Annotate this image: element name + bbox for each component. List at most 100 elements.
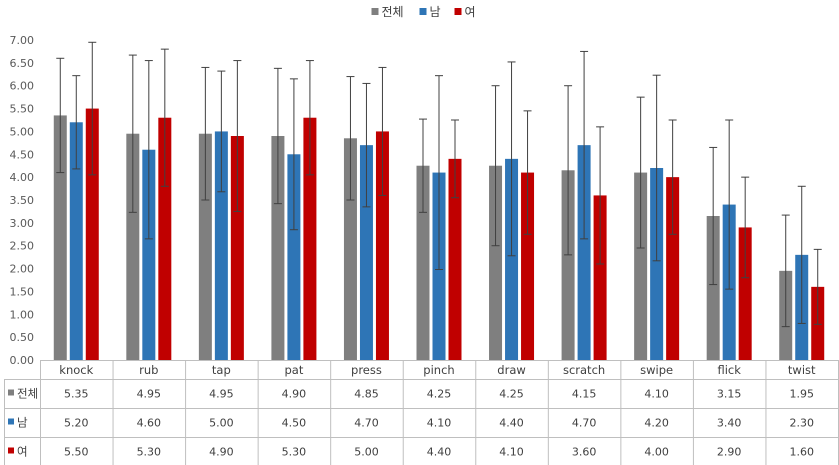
table-swatch-1 [8,418,14,425]
y-tick-label: 4.00 [10,171,35,184]
table-row-label-1: 남 [17,416,28,430]
y-tick-label: 1.00 [10,308,35,321]
table-cell-press-1: 4.70 [354,417,379,430]
table-cell-draw-1: 4.40 [499,417,524,430]
table-cell-scratch-1: 4.70 [572,417,597,430]
bar-scratch-1 [577,145,591,360]
table-cell-swipe-1: 4.20 [644,417,669,430]
category-label-draw: draw [497,363,525,377]
table-cell-draw-0: 4.25 [499,388,524,401]
bar-scratch-2 [593,195,607,360]
bar-flick-2 [738,227,752,360]
table-cell-swipe-0: 4.10 [644,388,669,401]
table-cell-draw-2: 4.10 [499,446,524,459]
table-cell-pat-0: 4.90 [282,388,307,401]
y-tick-label: 0.00 [10,354,35,367]
category-label-knock: knock [59,363,93,377]
category-label-press: press [351,363,382,377]
y-tick-label: 3.00 [10,217,35,230]
category-label-scratch: scratch [563,363,605,377]
bar-tap-2 [230,136,244,360]
legend-swatch-2 [454,8,462,15]
bar-pinch-2 [448,158,462,360]
table-cell-flick-0: 3.15 [717,388,742,401]
table-row-label-0: 전체 [17,387,38,401]
y-tick-label: 5.00 [10,125,35,138]
table-cell-tap-0: 4.95 [209,388,234,401]
table-cell-rub-1: 4.60 [137,417,162,430]
bar-tap-0 [198,133,212,360]
y-tick-label: 5.50 [10,103,35,116]
bar-draw-0 [489,165,503,360]
bar-knock-1 [69,122,83,361]
bar-pat-2 [303,117,317,360]
category-label-swipe: swipe [640,363,673,377]
table-cell-pinch-1: 4.10 [427,417,452,430]
y-tick-label: 2.50 [10,240,35,253]
legend-swatch-0 [371,8,379,15]
table-cell-rub-2: 5.30 [137,446,162,459]
table-cell-pinch-2: 4.40 [427,446,452,459]
category-label-rub: rub [139,363,158,377]
bar-rub-1 [142,149,156,360]
legend-label-2: 여 [465,5,476,19]
table-cell-knock-1: 5.20 [64,417,89,430]
y-tick-label: 7.00 [10,34,35,47]
bar-pinch-0 [416,165,430,360]
bar-swipe-0 [634,172,648,360]
bar-pat-0 [271,136,285,360]
bar-tap-1 [214,131,228,360]
y-tick-label: 1.50 [10,285,35,298]
y-tick-label: 6.00 [10,80,35,93]
table-cell-knock-2: 5.50 [64,446,89,459]
table-swatch-2 [8,447,14,454]
bar-scratch-0 [561,170,575,360]
category-label-pat: pat [284,363,303,377]
bar-press-1 [359,145,373,360]
y-tick-label: 2.00 [10,263,35,276]
bar-press-2 [375,131,389,360]
bar-swipe-1 [650,168,664,360]
y-tick-label: 3.50 [10,194,35,207]
table-cell-knock-0: 5.35 [64,388,89,401]
y-tick-label: 4.50 [10,148,35,161]
table-cell-scratch-0: 4.15 [572,388,597,401]
legend-label-0: 전체 [382,5,404,19]
bar-knock-0 [53,115,67,360]
bar-draw-2 [521,172,535,360]
bar-press-0 [343,138,357,360]
table-cell-scratch-2: 3.60 [572,446,597,459]
y-tick-label: 6.50 [10,57,35,70]
table-cell-twist-2: 1.60 [789,446,814,459]
table-cell-pat-2: 5.30 [282,446,307,459]
table-cell-twist-1: 2.30 [789,417,814,430]
table-cell-tap-2: 4.90 [209,446,234,459]
y-tick-label: 0.50 [10,331,35,344]
table-cell-pinch-0: 4.25 [427,388,452,401]
legend-swatch-1 [419,8,427,15]
category-label-pinch: pinch [423,363,454,377]
table-cell-pat-1: 4.50 [282,417,307,430]
table-row-label-2: 여 [17,445,28,459]
bar-rub-2 [158,117,172,360]
bar-knock-2 [85,108,99,360]
legend-label-1: 남 [430,5,441,19]
category-label-twist: twist [788,363,816,377]
table-cell-flick-1: 3.40 [717,417,742,430]
bar-swipe-2 [666,177,680,360]
category-label-tap: tap [212,363,231,377]
bar-rub-0 [126,133,140,360]
table-cell-tap-1: 5.00 [209,417,234,430]
table-cell-twist-0: 1.95 [789,388,814,401]
table-cell-press-0: 4.85 [354,388,379,401]
bar-pat-1 [287,154,301,360]
table-cell-press-2: 5.00 [354,446,379,459]
category-label-flick: flick [717,363,741,377]
table-swatch-0 [8,389,14,396]
bar-flick-0 [706,216,720,360]
bar-draw-1 [505,158,519,360]
table-cell-swipe-2: 4.00 [644,446,669,459]
table-cell-rub-0: 4.95 [137,388,162,401]
table-cell-flick-2: 2.90 [717,446,742,459]
